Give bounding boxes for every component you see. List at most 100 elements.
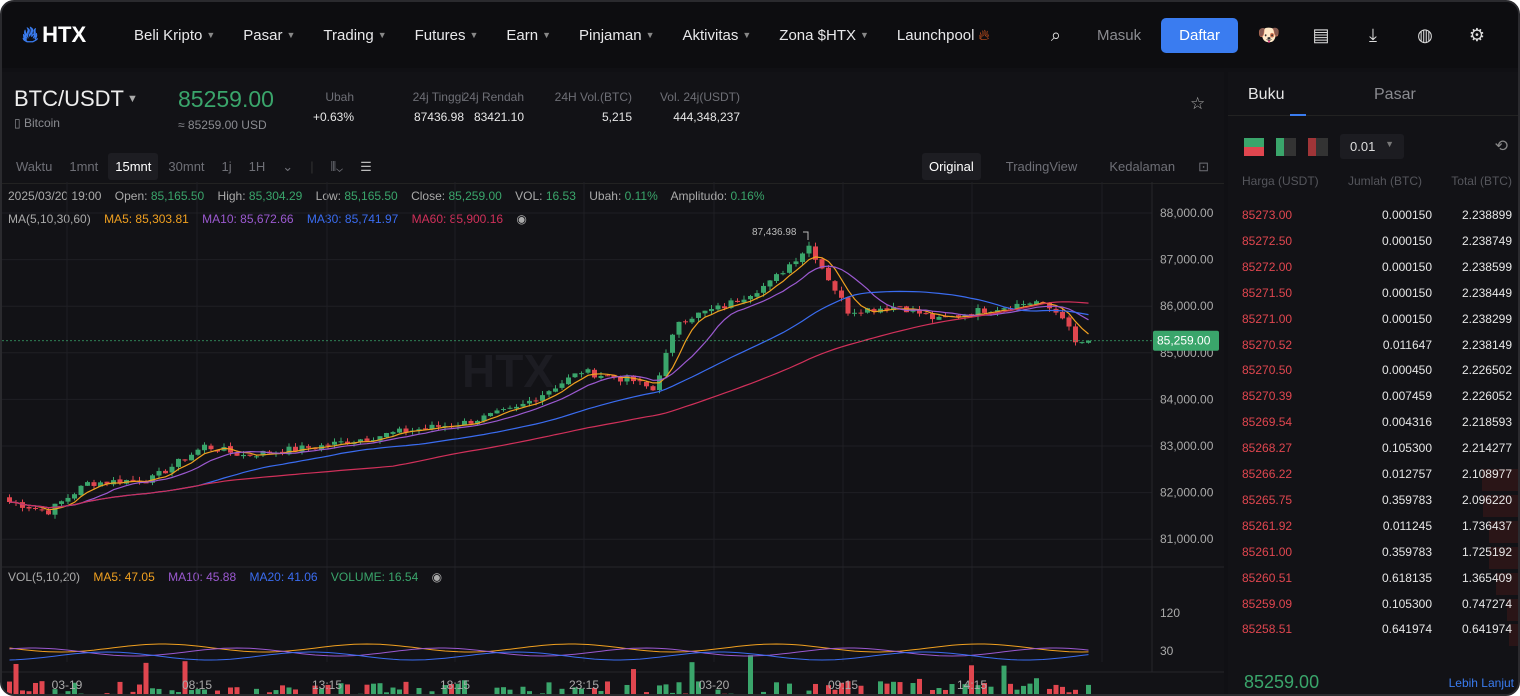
candle-body <box>247 454 253 456</box>
view-bids-icon[interactable] <box>1276 137 1296 156</box>
logo[interactable]: 🔥︎ HTX <box>22 22 122 48</box>
ma5-value: MA5: 85,303.81 <box>104 212 189 226</box>
nav-item[interactable]: Aktivitas ▼ <box>683 27 752 44</box>
candle-body <box>696 312 701 318</box>
volume-bar <box>293 689 298 694</box>
interval-option[interactable]: 15mnt <box>108 153 159 180</box>
ask-row[interactable]: 85271.50 0.000150 2.238449 <box>1242 286 1512 312</box>
nav-item[interactable]: Pasar ▼ <box>243 27 295 44</box>
nav-item-label: Aktivitas <box>682 26 739 44</box>
ask-row[interactable]: 85270.39 0.007459 2.226052 <box>1242 389 1512 415</box>
search-icon[interactable]: ⌕ <box>1050 24 1061 45</box>
candle-body <box>176 458 181 467</box>
language-icon[interactable]: ◍ <box>1417 24 1433 45</box>
chart-type-icon[interactable]: ⫴⌄ <box>330 158 344 174</box>
volume-bar <box>657 685 662 694</box>
candlestick-chart[interactable]: HTX88,000.0087,000.0086,000.0085,000.008… <box>2 182 1224 696</box>
ask-row[interactable]: 85268.27 0.105300 2.214277 <box>1242 441 1512 467</box>
ohlc-legend: 2025/03/20 19:00 Open: 85,165.50 High: 8… <box>8 189 775 203</box>
low-label: Low: <box>315 189 341 203</box>
ask-row[interactable]: 85261.92 0.011245 1.736437 <box>1242 519 1518 545</box>
candle-body <box>182 459 188 461</box>
screenshot-icon[interactable]: ⊡ <box>1198 158 1209 174</box>
candle-body <box>59 501 64 504</box>
candle-body <box>332 441 337 445</box>
precision-select[interactable]: 0.01 ▼ <box>1340 134 1404 159</box>
nav-item[interactable]: Futures ▼ <box>415 27 479 44</box>
chart-view-tab[interactable]: Original <box>921 153 981 180</box>
nav-item[interactable]: Pinjaman ▼ <box>579 27 654 44</box>
volume-bar <box>104 693 110 694</box>
ask-row[interactable]: 85271.00 0.000150 2.238299 <box>1242 312 1512 338</box>
volume-bar <box>722 693 727 694</box>
ask-total: 2.096220 <box>1461 492 1512 507</box>
tab-book[interactable]: Buku <box>1248 86 1285 103</box>
pair-dropdown-icon[interactable]: ▼ <box>127 93 138 105</box>
chevron-down-icon: ▼ <box>645 30 655 40</box>
candle-body <box>1066 317 1072 327</box>
ask-row[interactable]: 85269.54 0.004316 2.218593 <box>1242 415 1512 441</box>
ask-row[interactable]: 85259.09 0.105300 0.747274 <box>1242 597 1518 623</box>
price-tick: 88,000.00 <box>1160 206 1214 220</box>
candle-body <box>293 446 298 452</box>
pair-name[interactable]: BTC/USDT <box>14 86 124 111</box>
tab-market[interactable]: Pasar <box>1374 86 1416 103</box>
volume-tick: 120 <box>1160 606 1180 620</box>
nav-item[interactable]: Beli Kripto ▼ <box>134 27 215 44</box>
candle-body <box>754 293 760 297</box>
ask-row[interactable]: 85265.75 0.359783 2.096220 <box>1242 492 1518 519</box>
stat-value: 87436.98 <box>413 110 464 124</box>
candle-body <box>488 413 493 417</box>
volume-bar <box>345 684 350 694</box>
chart-view-tab[interactable]: Kedalaman <box>1109 159 1176 174</box>
nav-item[interactable]: Trading ▼ <box>323 27 386 44</box>
vol-visibility-eye-icon[interactable]: ◉ <box>431 570 443 584</box>
candle-body <box>774 274 779 282</box>
candle-body <box>936 316 942 320</box>
view-asks-icon[interactable] <box>1308 137 1328 156</box>
ask-row[interactable]: 85272.00 0.000150 2.238599 <box>1242 260 1512 286</box>
avatar-icon[interactable]: 🐶 <box>1257 24 1281 45</box>
ask-row[interactable]: 85258.51 0.641974 0.641974 <box>1242 622 1518 648</box>
ask-total: 2.214277 <box>1461 441 1512 456</box>
nav-item[interactable]: Earn ▼ <box>506 27 551 44</box>
volume-bar <box>774 682 779 694</box>
ask-row[interactable]: 85272.50 0.000150 2.238749 <box>1242 234 1512 260</box>
settings-user-icon[interactable]: ⟲ <box>1494 138 1508 155</box>
ask-row[interactable]: 85260.51 0.618135 1.365409 <box>1242 571 1518 597</box>
interval-option[interactable]: 1j <box>221 159 232 174</box>
volume-bar <box>787 683 792 694</box>
ask-row[interactable]: 85261.00 0.359783 1.725192 <box>1242 545 1518 571</box>
candle-body <box>819 259 825 269</box>
ask-total: 2.238449 <box>1461 285 1512 300</box>
settings-icon[interactable]: ⚙ <box>1468 24 1486 45</box>
ask-row[interactable]: 85266.22 0.012757 2.108977 <box>1242 467 1518 493</box>
ask-row[interactable]: 85270.50 0.000450 2.226502 <box>1242 363 1512 389</box>
ask-amount: 0.641974 <box>1381 622 1432 637</box>
nav-item[interactable]: Zona $HTX ▼ <box>779 27 869 44</box>
signup-button[interactable]: Daftar <box>1161 17 1238 53</box>
more-link[interactable]: Lebih Lanjut <box>1448 676 1514 690</box>
volume-bar <box>319 688 324 694</box>
volume-bar <box>943 689 948 694</box>
ask-row[interactable]: 85273.00 0.000150 2.238899 <box>1242 208 1512 234</box>
candle-body <box>618 377 623 382</box>
chart-view-tab[interactable]: TradingView <box>1005 159 1078 174</box>
view-both-icon[interactable] <box>1244 137 1264 156</box>
ask-price: 85271.50 <box>1242 285 1293 300</box>
download-icon[interactable]: ⤓ <box>1369 24 1377 45</box>
candle-body <box>507 407 513 409</box>
orders-icon[interactable]: ▤ <box>1312 24 1330 45</box>
ask-row[interactable]: 85270.52 0.011647 2.238149 <box>1242 338 1512 364</box>
nav-item[interactable]: Launchpool 🔥︎ <box>897 27 990 44</box>
favorite-star-icon[interactable]: ☆ <box>1190 94 1206 113</box>
ma-visibility-eye-icon[interactable]: ◉ <box>516 212 527 226</box>
indicators-icon[interactable]: ☰ <box>360 158 372 174</box>
login-link[interactable]: Masuk <box>1096 26 1142 44</box>
interval-option[interactable]: 30mnt <box>168 159 205 174</box>
candle-body <box>722 306 727 309</box>
interval-dropdown-icon[interactable]: ⌄ <box>282 158 294 174</box>
interval-option[interactable]: 1mnt <box>69 159 99 174</box>
volume-bar <box>1086 684 1091 694</box>
interval-option[interactable]: 1H <box>248 159 266 174</box>
